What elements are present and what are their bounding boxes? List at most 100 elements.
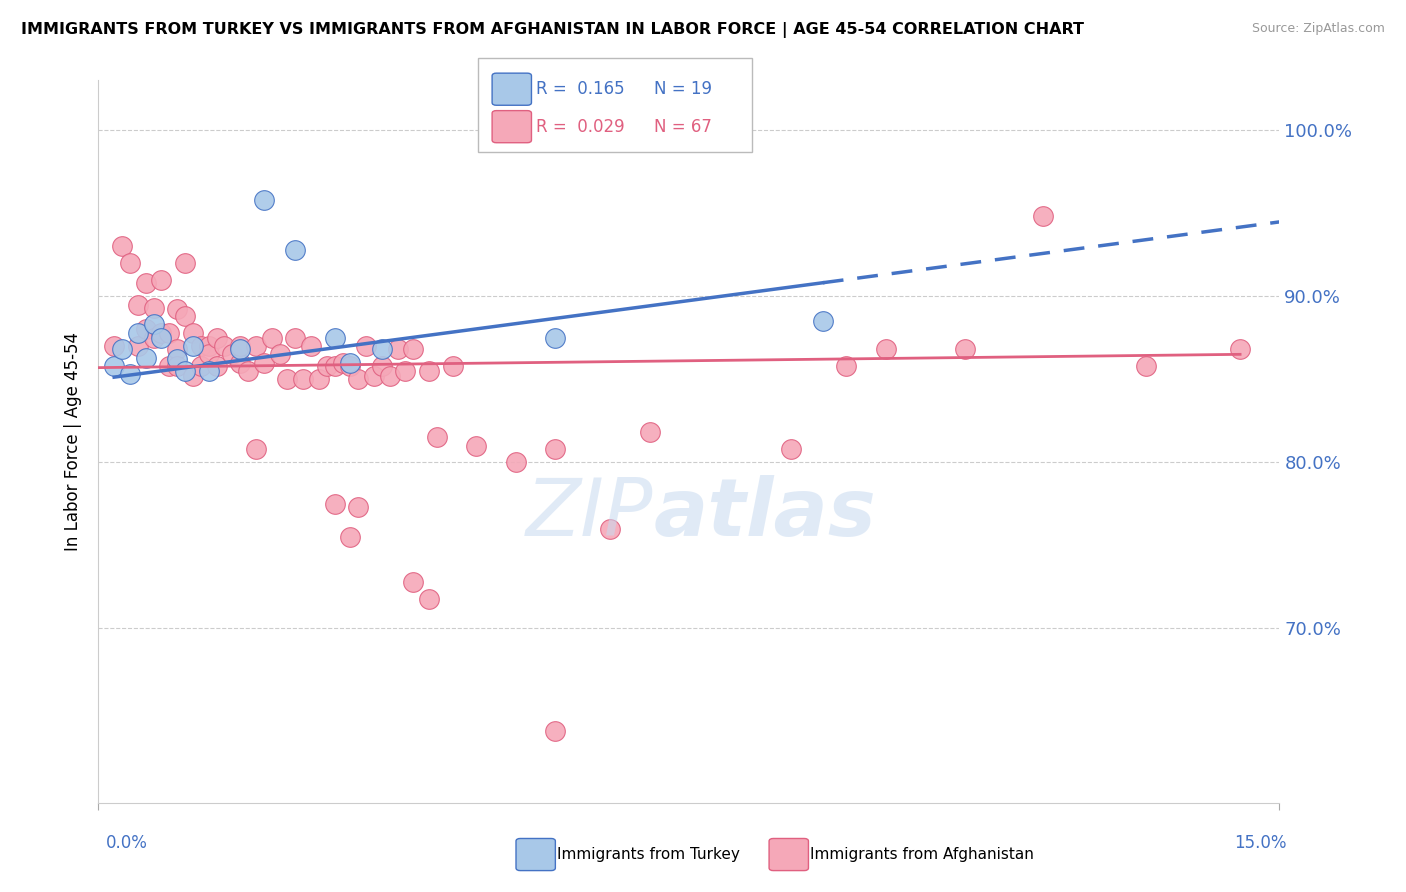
- Point: [142, 301, 165, 315]
- Point: [127, 339, 149, 353]
- Point: [544, 442, 567, 456]
- Point: [111, 239, 134, 253]
- Point: [127, 326, 149, 340]
- Point: [875, 343, 897, 357]
- Text: 15.0%: 15.0%: [1234, 834, 1286, 852]
- Point: [190, 339, 212, 353]
- Point: [150, 326, 173, 340]
- Point: [118, 368, 141, 382]
- Point: [166, 352, 188, 367]
- Point: [339, 530, 361, 544]
- Point: [544, 331, 567, 345]
- Point: [150, 272, 173, 286]
- Point: [418, 591, 440, 606]
- Point: [284, 243, 307, 257]
- Text: N = 19: N = 19: [654, 80, 711, 98]
- Text: Source: ZipAtlas.com: Source: ZipAtlas.com: [1251, 22, 1385, 36]
- Point: [166, 302, 188, 317]
- Point: [308, 372, 330, 386]
- Point: [284, 331, 307, 345]
- Point: [371, 359, 394, 373]
- Point: [157, 359, 180, 373]
- Text: 0.0%: 0.0%: [105, 834, 148, 852]
- Point: [214, 339, 236, 353]
- Point: [544, 724, 567, 739]
- Point: [347, 500, 370, 515]
- Point: [135, 351, 157, 365]
- Point: [323, 497, 346, 511]
- Point: [142, 331, 165, 345]
- Point: [166, 343, 188, 357]
- Point: [638, 425, 661, 440]
- Point: [174, 256, 197, 270]
- Point: [174, 309, 197, 323]
- Point: [292, 372, 315, 386]
- Point: [1032, 210, 1054, 224]
- Y-axis label: In Labor Force | Age 45-54: In Labor Force | Age 45-54: [65, 332, 83, 551]
- Point: [197, 339, 219, 353]
- Point: [426, 430, 449, 444]
- Point: [166, 359, 188, 373]
- Point: [197, 364, 219, 378]
- Point: [347, 372, 370, 386]
- Text: atlas: atlas: [654, 475, 876, 553]
- Point: [378, 368, 401, 383]
- Point: [181, 326, 204, 340]
- Point: [142, 318, 165, 332]
- Point: [402, 574, 425, 589]
- Point: [299, 339, 322, 353]
- Point: [103, 339, 125, 353]
- Point: [111, 343, 134, 357]
- Text: N = 67: N = 67: [654, 118, 711, 136]
- Point: [323, 331, 346, 345]
- Point: [363, 368, 385, 383]
- Point: [205, 359, 228, 373]
- Point: [190, 359, 212, 373]
- Text: IMMIGRANTS FROM TURKEY VS IMMIGRANTS FROM AFGHANISTAN IN LABOR FORCE | AGE 45-54: IMMIGRANTS FROM TURKEY VS IMMIGRANTS FRO…: [21, 22, 1084, 38]
- Point: [339, 356, 361, 370]
- Point: [229, 339, 252, 353]
- Point: [127, 297, 149, 311]
- Point: [418, 364, 440, 378]
- Point: [323, 359, 346, 373]
- Point: [315, 359, 337, 373]
- Point: [135, 322, 157, 336]
- Point: [157, 326, 180, 340]
- Point: [245, 442, 267, 456]
- Text: ZIP: ZIP: [526, 475, 654, 553]
- Point: [441, 359, 464, 373]
- Point: [354, 339, 377, 353]
- Point: [221, 347, 243, 361]
- Point: [181, 339, 204, 353]
- Point: [150, 331, 173, 345]
- Point: [260, 331, 283, 345]
- Point: [953, 343, 976, 357]
- Point: [339, 359, 361, 373]
- Text: R =  0.165: R = 0.165: [536, 80, 624, 98]
- Point: [402, 343, 425, 357]
- Point: [253, 356, 276, 370]
- Point: [276, 372, 298, 386]
- Point: [269, 347, 291, 361]
- Point: [181, 368, 204, 383]
- Point: [599, 522, 621, 536]
- Point: [394, 364, 416, 378]
- Point: [229, 356, 252, 370]
- Point: [205, 331, 228, 345]
- Point: [780, 442, 803, 456]
- Point: [253, 193, 276, 207]
- Text: Immigrants from Turkey: Immigrants from Turkey: [557, 847, 740, 862]
- Point: [118, 256, 141, 270]
- Text: R =  0.029: R = 0.029: [536, 118, 624, 136]
- Point: [505, 455, 527, 469]
- Point: [236, 364, 259, 378]
- Point: [229, 343, 252, 357]
- Point: [465, 439, 488, 453]
- Point: [332, 356, 354, 370]
- Point: [103, 359, 125, 373]
- Point: [174, 364, 197, 378]
- Point: [371, 343, 394, 357]
- Text: Immigrants from Afghanistan: Immigrants from Afghanistan: [810, 847, 1033, 862]
- Point: [811, 314, 834, 328]
- Point: [135, 276, 157, 290]
